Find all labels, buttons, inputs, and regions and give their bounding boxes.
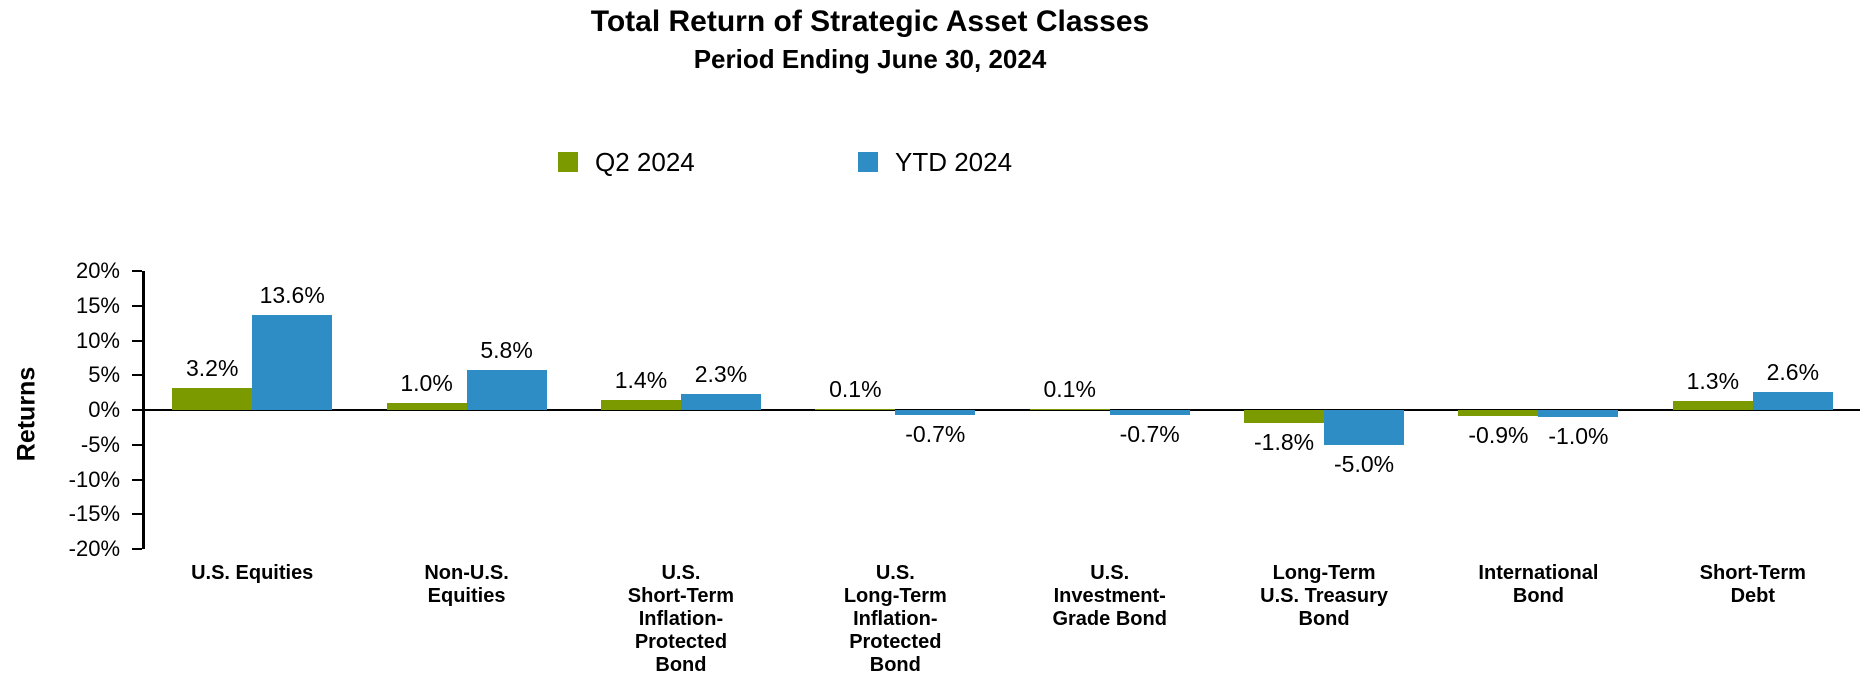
- category-label: Short-Term Debt: [1699, 562, 1806, 607]
- category-label: U.S. Short-Term Inflation- Protected Bon…: [627, 562, 735, 676]
- y-axis-tick-label: -5%: [80, 431, 120, 457]
- y-axis-tick-label: 15%: [75, 292, 120, 318]
- bar-q2-2024: [1458, 410, 1539, 417]
- chart-title-block: Total Return of Strategic Asset Classes …: [0, 2, 1740, 76]
- bar-q2-2024: [815, 409, 896, 410]
- bar-q2-2024: [1672, 400, 1753, 410]
- zero-baseline: [145, 409, 1860, 411]
- category-label: International Bond: [1478, 562, 1599, 607]
- value-label-ytd-2024: 2.3%: [694, 361, 748, 387]
- bar-q2-2024: [1029, 409, 1110, 410]
- value-label-q2-2024: -0.9%: [1468, 422, 1529, 449]
- category-label: U.S. Long-Term Inflation- Protected Bond: [843, 562, 947, 676]
- bar-q2-2024: [600, 400, 681, 410]
- bar-ytd-2024: [1324, 410, 1405, 445]
- y-axis-tick: [132, 548, 142, 550]
- y-axis-tick: [132, 443, 142, 446]
- bar-ytd-2024: [252, 315, 333, 410]
- category-label: U.S. Equities: [191, 562, 314, 584]
- y-axis-tick: [132, 304, 142, 307]
- y-axis-tick: [132, 409, 142, 411]
- value-label-q2-2024: 1.4%: [614, 367, 668, 394]
- category-label: Long-Term U.S. Treasury Bond: [1260, 562, 1388, 630]
- y-axis-line: [142, 271, 145, 549]
- bar-q2-2024: [1244, 410, 1325, 423]
- value-label-q2-2024: -1.8%: [1254, 428, 1315, 455]
- value-label-ytd-2024: -0.7%: [1119, 420, 1180, 447]
- bar-ytd-2024: [1752, 391, 1833, 410]
- ytd-2024-legend-swatch-icon: [858, 152, 878, 172]
- value-label-q2-2024: 0.1%: [1043, 376, 1096, 402]
- chart-title: Total Return of Strategic Asset Classes: [590, 5, 1150, 38]
- value-label-ytd-2024: 2.6%: [1766, 358, 1820, 385]
- chart-subtitle: Period Ending June 30, 2024: [693, 44, 1047, 74]
- value-label-q2-2024: 3.2%: [185, 354, 239, 381]
- legend-item-q2-2024: Q2 2024: [558, 146, 695, 177]
- bar-ytd-2024: [466, 369, 547, 410]
- bar-q2-2024: [386, 403, 467, 410]
- y-axis-tick-label: -15%: [68, 501, 120, 527]
- y-axis-tick-label: 20%: [75, 258, 120, 283]
- y-axis-tick: [132, 478, 142, 481]
- value-label-q2-2024: 1.3%: [1686, 367, 1740, 394]
- bar-ytd-2024: [1109, 410, 1190, 415]
- legend-item-ytd-2024: YTD 2024: [858, 146, 1013, 177]
- value-label-ytd-2024: -0.7%: [905, 420, 966, 447]
- y-axis-tick-label: -10%: [68, 466, 120, 492]
- q2-2024-legend-swatch-icon: [558, 152, 578, 172]
- category-label: U.S. Investment- Grade Bond: [1052, 562, 1167, 630]
- legend-label-q2-2024: Q2 2024: [595, 146, 695, 177]
- y-axis-tick-label: 10%: [75, 327, 120, 353]
- value-label-ytd-2024: 13.6%: [259, 282, 325, 309]
- bar-q2-2024: [172, 387, 253, 410]
- y-axis-tick: [132, 374, 142, 377]
- bar-ytd-2024: [895, 410, 976, 415]
- bar-ytd-2024: [1538, 410, 1619, 417]
- value-label-q2-2024: 0.1%: [829, 376, 882, 402]
- y-axis-tick: [132, 339, 142, 342]
- y-axis-tick-label: 0%: [88, 397, 120, 422]
- legend-label-ytd-2024: YTD 2024: [895, 146, 1013, 177]
- category-label: Non-U.S. Equities: [424, 562, 509, 607]
- value-label-ytd-2024: 5.8%: [480, 336, 533, 363]
- y-axis-tick-label: -20%: [68, 536, 120, 561]
- y-axis-tick: [132, 270, 142, 272]
- y-axis-tick-label: 5%: [88, 362, 120, 388]
- value-label-ytd-2024: -1.0%: [1548, 422, 1609, 449]
- value-label-q2-2024: 1.0%: [400, 370, 453, 397]
- value-label-ytd-2024: -5.0%: [1334, 450, 1395, 477]
- y-axis-tick: [132, 513, 142, 516]
- bar-ytd-2024: [680, 394, 761, 410]
